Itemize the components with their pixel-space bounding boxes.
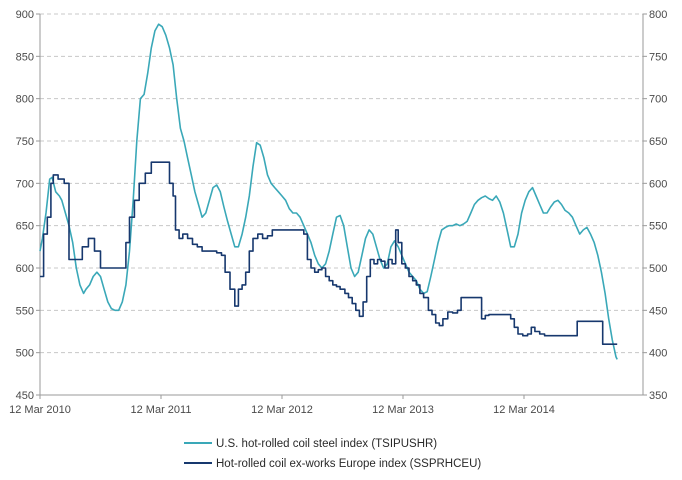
- left-tick-label: 800: [16, 94, 34, 106]
- right-tick-label: 550: [649, 221, 667, 233]
- right-tick-label: 700: [649, 94, 667, 106]
- left-tick-label: 900: [16, 9, 34, 21]
- legend-entry-us-hrc[interactable]: U.S. hot-rolled coil steel index (TSIPUS…: [184, 438, 437, 450]
- series-layer: [39, 23, 618, 360]
- right-tick-label: 650: [649, 136, 667, 148]
- x-tick-label: 12 Mar 2013: [372, 404, 434, 416]
- left-tick-label: 750: [16, 136, 34, 148]
- left-axis-ticks: 450 500 550 600 650 700 750 800 850 900: [16, 9, 40, 402]
- left-tick-label: 550: [16, 305, 34, 317]
- left-tick-label: 700: [16, 178, 34, 190]
- grid: [40, 13, 643, 354]
- x-axis-ticks: 12 Mar 2010 12 Mar 2011 12 Mar 2012 12 Mar …: [9, 395, 555, 416]
- legend-entry-europe-hrc[interactable]: Hot-rolled coil ex-works Europe index (S…: [184, 458, 481, 470]
- right-tick-label: 350: [649, 390, 667, 402]
- x-tick-label: 12 Mar 2012: [251, 404, 313, 416]
- right-tick-label: 450: [649, 305, 667, 317]
- x-tick-label: 12 Mar 2011: [131, 404, 192, 416]
- right-tick-label: 750: [649, 51, 667, 63]
- right-tick-label: 500: [649, 263, 667, 275]
- series-line-us-hrc: [39, 23, 618, 360]
- left-tick-label: 850: [16, 51, 34, 63]
- right-tick-label: 400: [649, 348, 667, 360]
- legend: U.S. hot-rolled coil steel index (TSIPUS…: [184, 438, 481, 470]
- series-line-europe-hrc: [40, 161, 618, 345]
- left-tick-label: 500: [16, 348, 34, 360]
- left-tick-label: 450: [16, 390, 34, 402]
- left-tick-label: 650: [16, 221, 34, 233]
- right-tick-label: 800: [649, 9, 667, 21]
- x-tick-label: 12 Mar 2014: [493, 404, 555, 416]
- legend-label-us-hrc: U.S. hot-rolled coil steel index (TSIPUS…: [216, 438, 437, 450]
- x-tick-label: 12 Mar 2010: [9, 404, 71, 416]
- left-tick-label: 600: [16, 263, 34, 275]
- right-tick-label: 600: [649, 178, 667, 190]
- right-axis-ticks: 350 400 450 500 550 600 650 700 750 800: [643, 9, 667, 402]
- legend-label-europe-hrc: Hot-rolled coil ex-works Europe index (S…: [216, 458, 481, 470]
- axes: [39, 14, 644, 396]
